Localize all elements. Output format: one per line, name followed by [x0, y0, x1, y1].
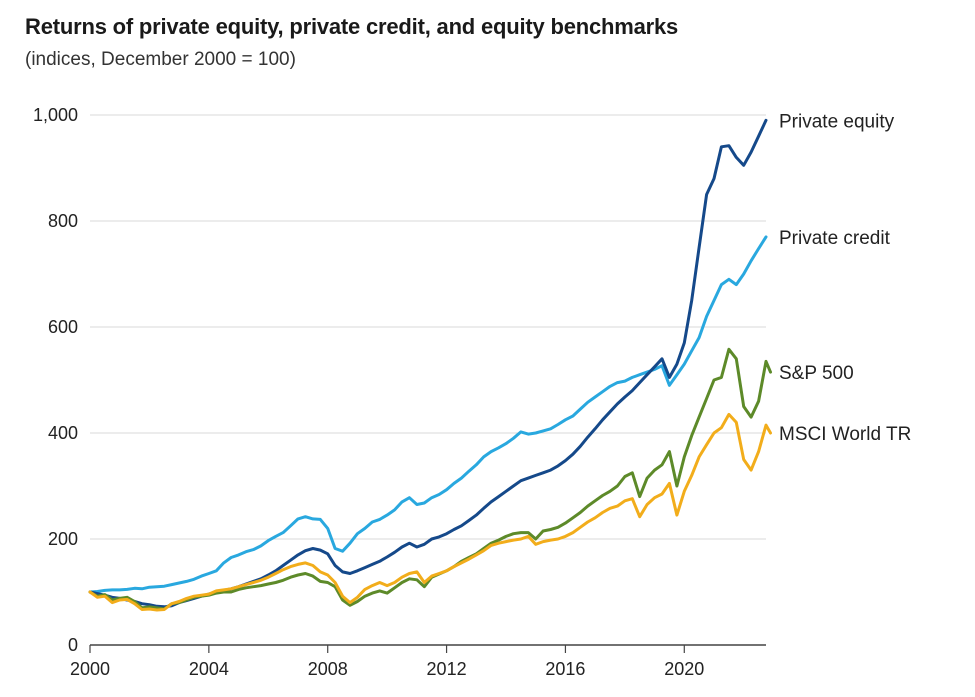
series-label: Private equity: [779, 111, 895, 132]
series-line-private-equity: [88, 118, 768, 609]
y-tick-label: 800: [48, 211, 78, 231]
chart-subtitle: (indices, December 2000 = 100): [25, 49, 296, 70]
y-tick-label: 400: [48, 423, 78, 443]
x-tick-label: 2020: [664, 659, 704, 679]
series-line-msci-world-tr: [88, 412, 772, 612]
series-label: S&P 500: [779, 363, 854, 384]
y-tick-label: 200: [48, 529, 78, 549]
x-tick-label: 2008: [308, 659, 348, 679]
series-label: MSCI World TR: [779, 424, 911, 445]
y-tick-label: 1,000: [33, 105, 78, 125]
y-tick-label: 600: [48, 317, 78, 337]
series-label: Private credit: [779, 228, 891, 249]
series-line-s-p-500: [88, 347, 772, 611]
series-lines: [88, 118, 772, 612]
series-labels: Private equity Private credit S&P 500 MSCI …: [779, 111, 911, 445]
x-tick-label: 2004: [189, 659, 229, 679]
y-axis-ticks: 0 200 400 600 800 1,000: [33, 105, 78, 655]
x-axis: 2000 2004 2008 2012 2016 2020: [70, 645, 704, 679]
grid-lines: [90, 114, 766, 646]
x-tick-label: 2000: [70, 659, 110, 679]
x-tick-label: 2012: [427, 659, 467, 679]
y-tick-label: 0: [68, 635, 78, 655]
chart-title: Returns of private equity, private credi…: [25, 14, 679, 39]
x-tick-label: 2016: [545, 659, 585, 679]
